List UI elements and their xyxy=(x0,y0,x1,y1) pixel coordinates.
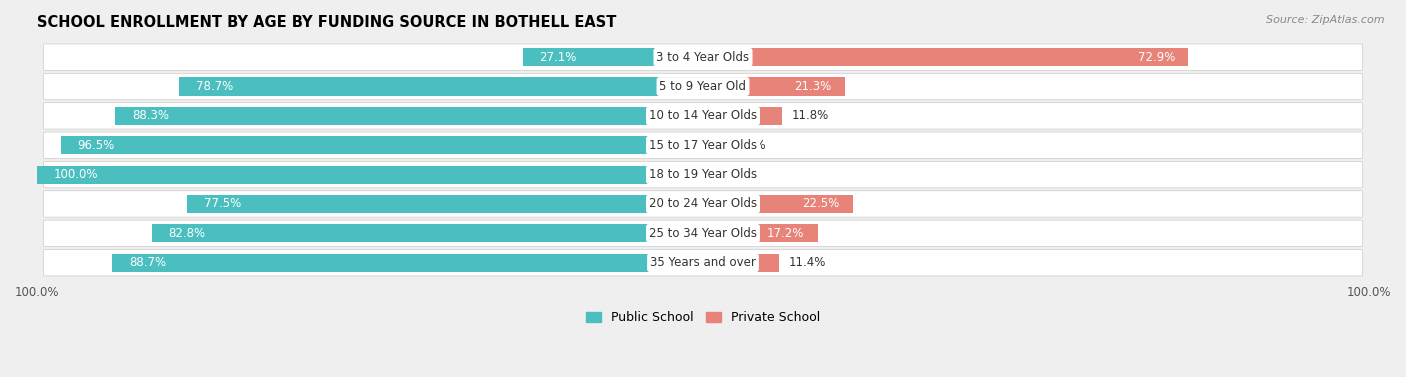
Bar xyxy=(112,254,703,272)
Text: 11.8%: 11.8% xyxy=(792,109,828,123)
Text: 0.0%: 0.0% xyxy=(713,168,742,181)
FancyBboxPatch shape xyxy=(44,161,1362,188)
Bar xyxy=(703,136,727,154)
Bar xyxy=(37,166,703,184)
FancyBboxPatch shape xyxy=(44,250,1362,276)
Text: 20 to 24 Year Olds: 20 to 24 Year Olds xyxy=(650,198,756,210)
Bar xyxy=(703,48,1188,66)
Text: 88.7%: 88.7% xyxy=(129,256,166,269)
Bar xyxy=(152,224,703,242)
Bar xyxy=(187,195,703,213)
Text: 25 to 34 Year Olds: 25 to 34 Year Olds xyxy=(650,227,756,240)
Text: 35 Years and over: 35 Years and over xyxy=(650,256,756,269)
Text: 96.5%: 96.5% xyxy=(77,139,114,152)
Text: 82.8%: 82.8% xyxy=(169,227,205,240)
Text: 22.5%: 22.5% xyxy=(803,198,839,210)
Bar xyxy=(703,195,853,213)
Text: 5 to 9 Year Old: 5 to 9 Year Old xyxy=(659,80,747,93)
Bar xyxy=(703,107,782,125)
FancyBboxPatch shape xyxy=(44,103,1362,129)
Text: 21.3%: 21.3% xyxy=(794,80,831,93)
Bar xyxy=(523,48,703,66)
Legend: Public School, Private School: Public School, Private School xyxy=(581,306,825,329)
Text: 27.1%: 27.1% xyxy=(540,51,576,64)
Text: 88.3%: 88.3% xyxy=(132,109,169,123)
Bar xyxy=(115,107,703,125)
FancyBboxPatch shape xyxy=(44,44,1362,70)
Text: 3 to 4 Year Olds: 3 to 4 Year Olds xyxy=(657,51,749,64)
FancyBboxPatch shape xyxy=(44,132,1362,158)
Text: 17.2%: 17.2% xyxy=(766,227,804,240)
FancyBboxPatch shape xyxy=(44,220,1362,247)
FancyBboxPatch shape xyxy=(44,191,1362,217)
Text: 77.5%: 77.5% xyxy=(204,198,240,210)
Text: 18 to 19 Year Olds: 18 to 19 Year Olds xyxy=(650,168,756,181)
Bar xyxy=(703,77,845,96)
Text: 3.5%: 3.5% xyxy=(737,139,766,152)
Bar xyxy=(60,136,703,154)
Text: 11.4%: 11.4% xyxy=(789,256,827,269)
Text: SCHOOL ENROLLMENT BY AGE BY FUNDING SOURCE IN BOTHELL EAST: SCHOOL ENROLLMENT BY AGE BY FUNDING SOUR… xyxy=(37,15,617,30)
Text: Source: ZipAtlas.com: Source: ZipAtlas.com xyxy=(1267,15,1385,25)
Bar xyxy=(703,224,817,242)
Text: 15 to 17 Year Olds: 15 to 17 Year Olds xyxy=(650,139,756,152)
Text: 72.9%: 72.9% xyxy=(1137,51,1175,64)
FancyBboxPatch shape xyxy=(44,74,1362,100)
Text: 10 to 14 Year Olds: 10 to 14 Year Olds xyxy=(650,109,756,123)
Text: 78.7%: 78.7% xyxy=(195,80,233,93)
Bar xyxy=(179,77,703,96)
Bar xyxy=(703,254,779,272)
Text: 100.0%: 100.0% xyxy=(53,168,98,181)
